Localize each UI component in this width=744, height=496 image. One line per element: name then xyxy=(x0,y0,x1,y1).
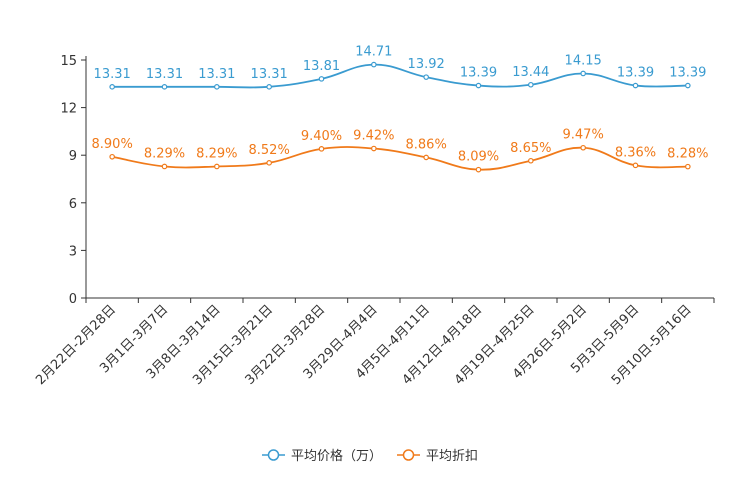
legend-marker-price xyxy=(267,449,280,461)
data-label-price: 13.44 xyxy=(512,65,549,80)
data-label-discount: 8.86% xyxy=(406,137,447,152)
y-axis: 0 3 6 9 12 15 xyxy=(60,54,87,307)
data-label-discount: 8.52% xyxy=(249,143,290,158)
data-label-discount: 8.28% xyxy=(667,147,708,162)
data-label-price: 13.39 xyxy=(617,66,654,81)
data-label-price: 14.15 xyxy=(565,53,602,68)
data-point-discount[interactable] xyxy=(685,163,691,170)
data-point-price[interactable] xyxy=(580,70,586,77)
data-point-price[interactable] xyxy=(318,76,325,82)
data-point-price[interactable] xyxy=(109,84,115,90)
data-point-discount[interactable] xyxy=(214,163,220,170)
data-point-price[interactable] xyxy=(423,74,429,80)
legend: 平均价格（万） 平均折扣 xyxy=(262,448,478,464)
data-point-discount[interactable] xyxy=(266,160,272,166)
y-tick-label: 6 xyxy=(69,197,77,212)
legend-marker-discount xyxy=(402,449,415,461)
y-tick-label: 3 xyxy=(69,244,77,259)
data-label-price: 13.39 xyxy=(460,66,497,81)
data-label-discount: 9.47% xyxy=(563,128,604,143)
data-label-price: 14.71 xyxy=(355,45,392,60)
legend-item-discount[interactable]: 平均折扣 xyxy=(397,449,478,464)
data-point-price[interactable] xyxy=(214,84,220,90)
data-label-discount: 9.42% xyxy=(353,129,394,144)
data-point-discount[interactable] xyxy=(475,166,482,173)
data-point-price[interactable] xyxy=(161,84,168,90)
data-point-discount[interactable] xyxy=(109,153,115,160)
data-label-discount: 8.29% xyxy=(144,146,185,161)
legend-label-discount: 平均折扣 xyxy=(426,449,478,464)
data-label-price: 13.31 xyxy=(198,67,235,82)
data-label-discount: 8.65% xyxy=(510,141,551,156)
series-discount: 8.90% 8.29% 8.29% 8.52% 9.40% 9.42% 8.86% 8.09%… xyxy=(92,128,708,173)
data-point-price[interactable] xyxy=(475,82,482,89)
data-point-price[interactable] xyxy=(371,61,377,68)
data-point-discount[interactable] xyxy=(161,163,168,170)
data-point-discount[interactable] xyxy=(423,154,429,161)
data-label-price: 13.39 xyxy=(669,66,706,81)
data-point-price[interactable] xyxy=(632,82,639,89)
y-tick-label: 9 xyxy=(69,149,77,164)
data-label-price: 13.81 xyxy=(303,59,340,74)
y-tick-label: 15 xyxy=(60,54,77,69)
series-line-price xyxy=(112,63,688,89)
data-point-discount[interactable] xyxy=(580,144,586,151)
data-label-price: 13.31 xyxy=(94,67,131,82)
data-point-discount[interactable] xyxy=(632,162,639,169)
y-tick-label: 0 xyxy=(69,292,77,307)
series-price: 13.31 13.31 13.31 13.31 13.81 14.71 13.92 13.39… xyxy=(94,45,706,90)
series-layer: 13.31 13.31 13.31 13.31 13.81 14.71 13.92 13.39… xyxy=(92,45,708,173)
data-label-price: 13.31 xyxy=(251,67,288,82)
data-label-discount: 8.36% xyxy=(615,145,656,160)
x-axis: 2月22日-2月28日3月1日-3月7日3月8日-3月14日3月15日-3月21… xyxy=(33,297,715,388)
data-label-discount: 8.09% xyxy=(458,150,499,165)
legend-item-price[interactable]: 平均价格（万） xyxy=(262,448,382,464)
data-label-price: 13.31 xyxy=(146,67,183,82)
series-line-discount xyxy=(112,146,688,171)
data-point-price[interactable] xyxy=(685,82,691,89)
data-point-price[interactable] xyxy=(528,81,534,88)
data-point-discount[interactable] xyxy=(318,146,325,152)
data-point-discount[interactable] xyxy=(371,145,377,152)
y-tick-label: 12 xyxy=(60,102,77,117)
data-point-price[interactable] xyxy=(266,84,272,90)
data-point-discount[interactable] xyxy=(528,157,534,164)
legend-label-price: 平均价格（万） xyxy=(291,448,382,464)
data-label-discount: 8.90% xyxy=(92,137,133,152)
data-label-price: 13.92 xyxy=(408,57,445,72)
data-label-discount: 9.40% xyxy=(301,129,342,144)
data-label-discount: 8.29% xyxy=(196,146,237,161)
